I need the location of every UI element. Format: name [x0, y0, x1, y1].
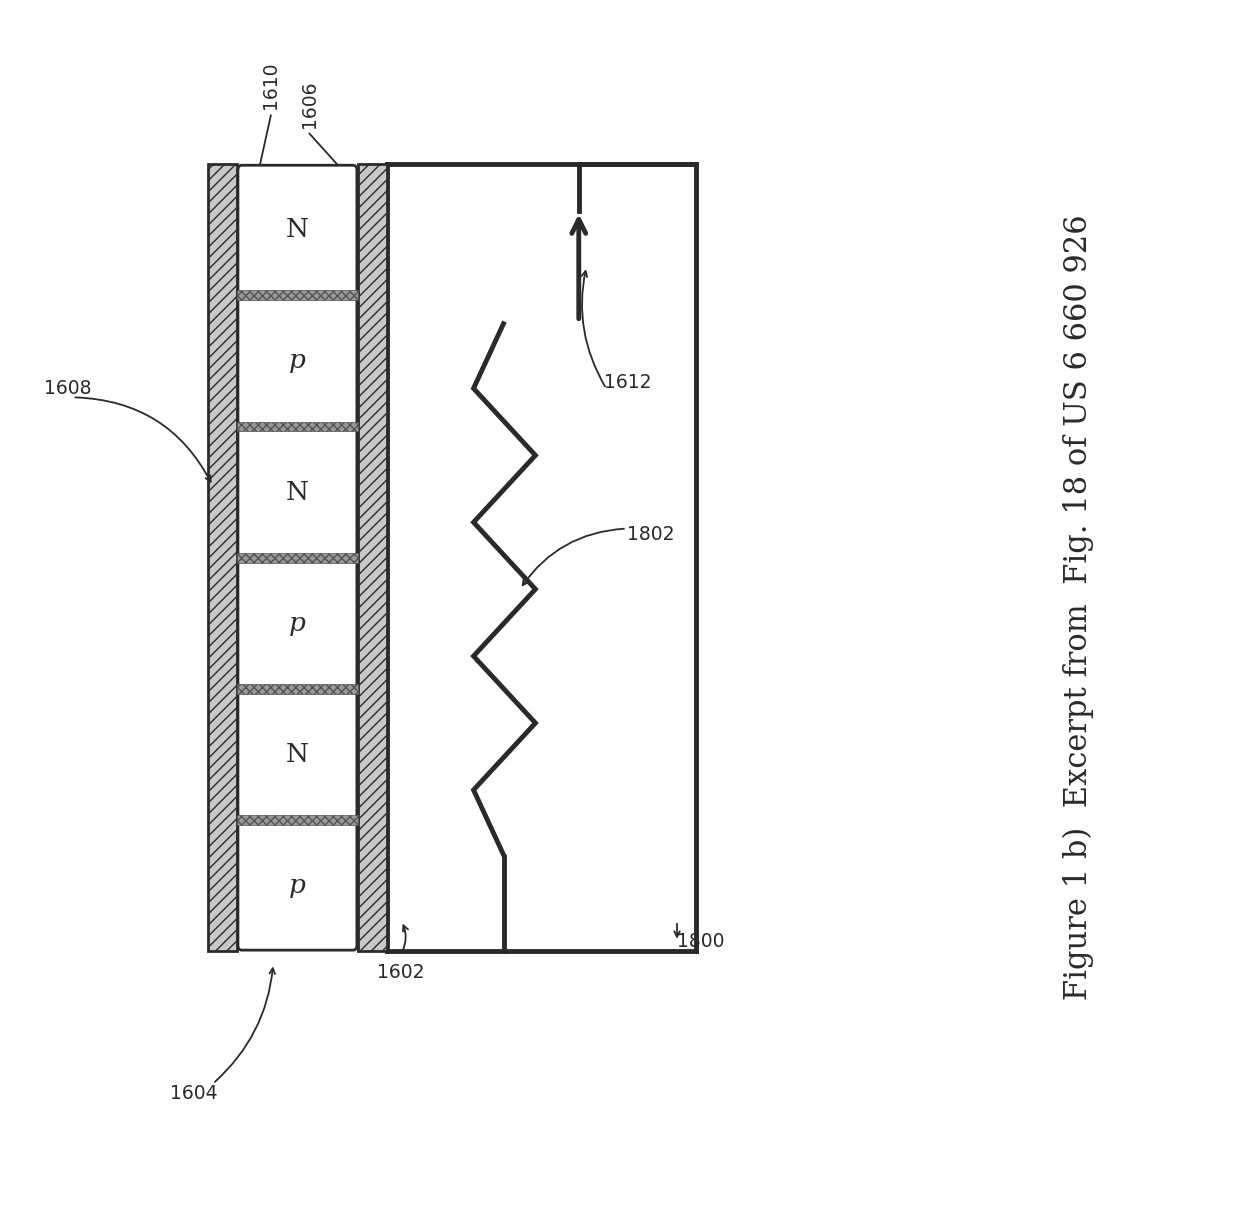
Text: 1608: 1608 [43, 379, 91, 399]
Bar [358, 164, 387, 951]
FancyBboxPatch shape [238, 296, 357, 425]
Bar [237, 684, 358, 694]
Text: p: p [289, 349, 306, 373]
Bar [237, 422, 358, 431]
Text: 1602: 1602 [377, 962, 425, 982]
FancyBboxPatch shape [238, 165, 357, 294]
Text: 1604: 1604 [170, 1084, 217, 1103]
Bar [237, 290, 358, 300]
Bar [208, 164, 237, 951]
FancyBboxPatch shape [238, 428, 357, 556]
Text: N: N [286, 742, 309, 767]
Bar [237, 553, 358, 563]
Text: 1606: 1606 [300, 80, 319, 128]
Text: 1610: 1610 [262, 62, 280, 109]
Text: N: N [286, 217, 309, 242]
Text: 1800: 1800 [677, 932, 724, 951]
Text: 1612: 1612 [605, 373, 652, 392]
Text: 1802: 1802 [626, 525, 675, 544]
Text: N: N [286, 480, 309, 504]
FancyBboxPatch shape [238, 690, 357, 819]
Text: p: p [289, 611, 306, 635]
FancyBboxPatch shape [238, 821, 357, 950]
Text: p: p [289, 874, 306, 898]
FancyBboxPatch shape [238, 559, 357, 688]
Text: Figure 1 b)  Excerpt from  Fig. 18 of US 6 660 926: Figure 1 b) Excerpt from Fig. 18 of US 6… [1063, 215, 1095, 1000]
Bar [237, 815, 358, 825]
